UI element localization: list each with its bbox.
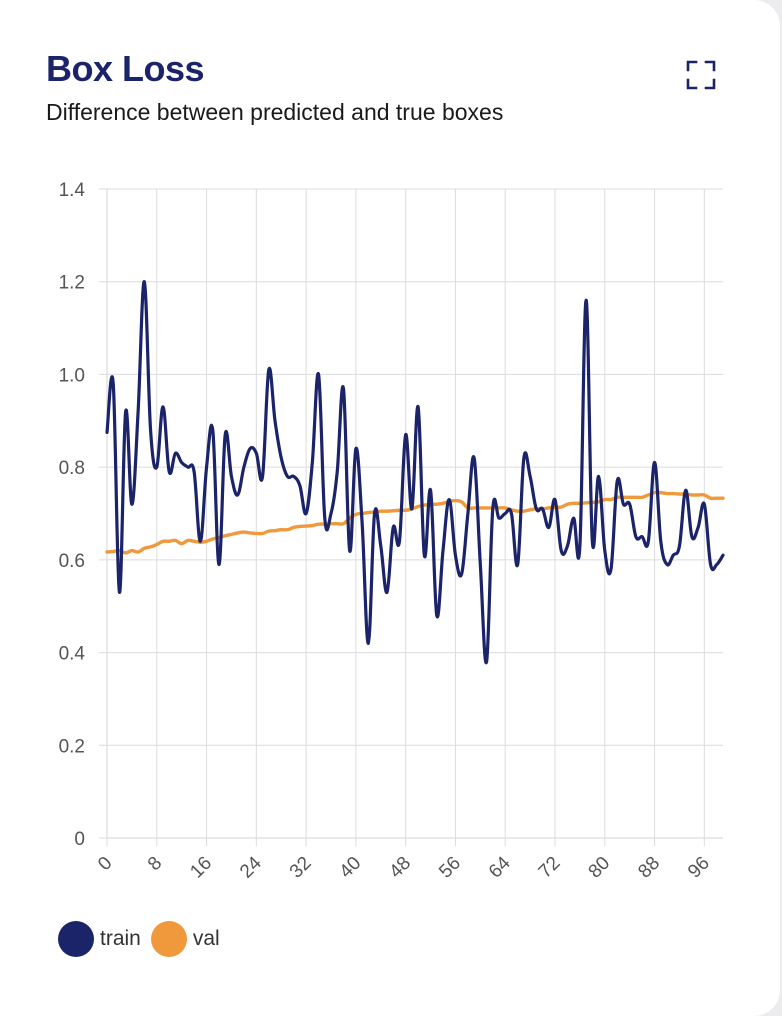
legend-swatch-train xyxy=(58,921,94,957)
grid xyxy=(99,188,723,846)
line-chart: 0 0.2 0.4 0.6 0.8 1.0 1.2 1.4 0 8 16 24 32 40 48 56 64 7… xyxy=(59,180,725,882)
chart-subtitle: Difference between predicted and true bo… xyxy=(46,99,504,125)
y-tick-label: 1.4 xyxy=(59,180,86,201)
x-tick-label: 88 xyxy=(634,853,664,883)
y-tick-label: 0.2 xyxy=(59,736,85,757)
legend: train val xyxy=(58,920,230,958)
x-tick-label: 24 xyxy=(236,852,266,882)
y-tick-label: 1.0 xyxy=(59,365,85,386)
expand-button[interactable] xyxy=(680,54,722,96)
legend-label-train: train xyxy=(100,927,141,950)
x-tick-label: 32 xyxy=(286,853,316,883)
legend-label-val: val xyxy=(192,927,220,950)
chart-title: Box Loss xyxy=(46,48,205,89)
x-tick-label: 80 xyxy=(585,853,615,883)
x-tick-label: 56 xyxy=(435,853,465,883)
expand-icon xyxy=(686,60,716,90)
x-tick-label: 64 xyxy=(485,852,515,882)
x-tick-label: 96 xyxy=(684,853,714,883)
y-tick-label: 1.2 xyxy=(59,273,85,294)
legend-swatch-val xyxy=(150,921,187,957)
x-tick-label: 8 xyxy=(144,853,166,875)
y-tick-label: 0.4 xyxy=(59,644,86,665)
x-tick-label: 0 xyxy=(94,853,116,875)
y-tick-label: 0.6 xyxy=(59,551,85,572)
x-tick-label: 40 xyxy=(336,853,366,883)
x-tick-label: 72 xyxy=(535,853,565,883)
legend-item-train[interactable]: train xyxy=(58,921,141,957)
x-tick-label: 48 xyxy=(385,853,415,883)
series-line-train xyxy=(105,280,725,665)
x-axis-ticks: 0 8 16 24 32 40 48 56 64 72 80 88 96 xyxy=(94,852,714,882)
x-tick-label: 16 xyxy=(186,853,216,883)
y-tick-label: 0.8 xyxy=(59,458,85,479)
series xyxy=(105,280,725,665)
y-axis-ticks: 0 0.2 0.4 0.6 0.8 1.0 1.2 1.4 xyxy=(59,180,86,850)
legend-item-val[interactable]: val xyxy=(150,921,220,957)
y-tick-label: 0 xyxy=(74,829,85,850)
